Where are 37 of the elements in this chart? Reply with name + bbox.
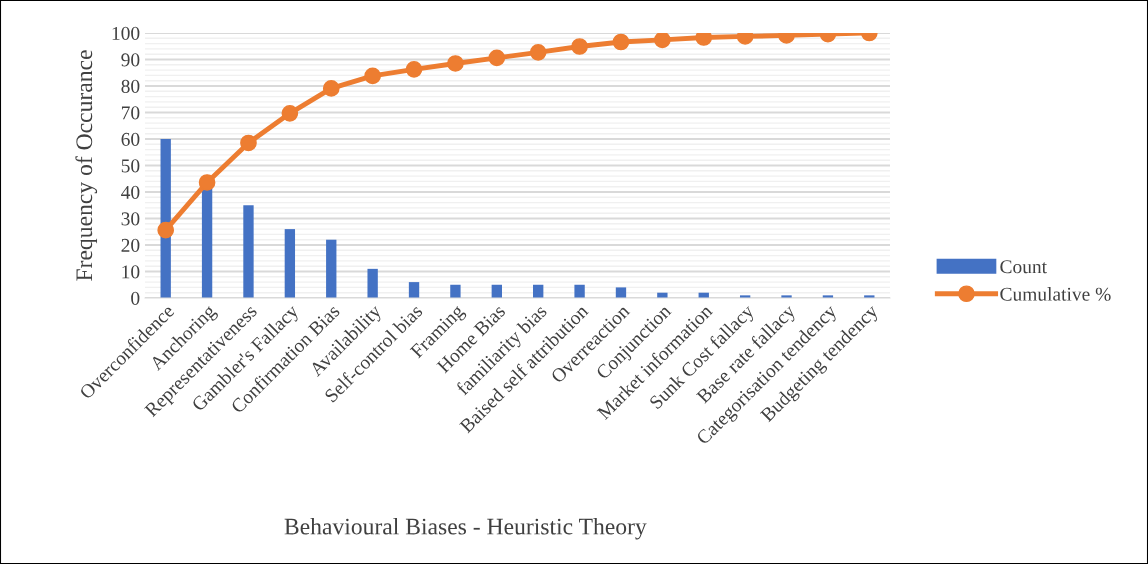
point bbox=[364, 67, 381, 85]
point bbox=[654, 33, 671, 49]
y-tick-label: 50 bbox=[121, 159, 140, 173]
bar bbox=[201, 186, 213, 298]
point bbox=[612, 33, 630, 51]
bar bbox=[326, 239, 337, 298]
point bbox=[240, 134, 257, 152]
bar bbox=[284, 229, 296, 298]
legend-label: Count bbox=[1000, 260, 1047, 274]
y-tick-label: 70 bbox=[121, 106, 140, 120]
bar bbox=[615, 287, 627, 298]
point bbox=[322, 80, 340, 97]
point bbox=[488, 49, 506, 67]
bar bbox=[408, 282, 420, 298]
bar bbox=[243, 205, 254, 298]
y-axis-title: Frequency of Occurance bbox=[75, 50, 98, 281]
y-tick-label: 100 bbox=[112, 26, 140, 40]
point bbox=[529, 44, 547, 61]
y-tick-label: 80 bbox=[121, 79, 140, 93]
y-tick-label: 10 bbox=[122, 265, 140, 279]
point bbox=[198, 174, 216, 191]
point bbox=[405, 60, 423, 78]
point bbox=[157, 221, 175, 239]
y-tick-label: 90 bbox=[121, 53, 140, 67]
legend-label: Cumulative % bbox=[1000, 287, 1111, 301]
y-tick-label: 40 bbox=[121, 185, 140, 199]
y-tick-label: 30 bbox=[121, 212, 140, 226]
point bbox=[447, 55, 464, 72]
bar bbox=[450, 284, 461, 298]
y-tick-label: 0 bbox=[131, 291, 140, 305]
y-tick-label: 60 bbox=[121, 132, 140, 146]
point bbox=[571, 38, 588, 55]
y-tick-label: 20 bbox=[121, 238, 140, 252]
bar bbox=[574, 284, 585, 298]
point bbox=[281, 104, 299, 122]
x-axis-title: Behavioural Biases - Heuristic Theory bbox=[284, 517, 647, 540]
bar bbox=[367, 268, 378, 298]
